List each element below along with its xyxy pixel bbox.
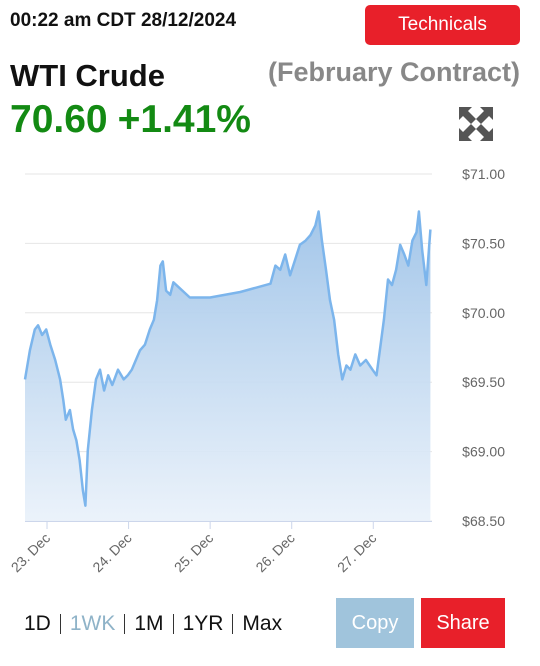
range-selector: 1D 1WK 1M 1YR Max (24, 612, 291, 635)
line (23, 210, 432, 507)
x-tick-label: 27. Dec (334, 530, 379, 575)
copy-button[interactable]: Copy (336, 598, 414, 648)
technicals-button[interactable]: Technicals (365, 5, 520, 45)
range-option[interactable]: 1M (124, 613, 172, 634)
x-tick-label: 24. Dec (89, 530, 134, 575)
share-button[interactable]: Share (421, 598, 505, 648)
price: 70.60 (10, 98, 108, 141)
y-tick-label: $69.50 (462, 374, 505, 390)
range-option[interactable]: 1WK (59, 613, 125, 634)
y-tick-label: $70.00 (462, 305, 505, 321)
chart: $68.50 $69.00 $69.50 $70.00 $70.50 $71.00 23. … (8, 166, 505, 575)
area (25, 211, 431, 521)
instrument-name: WTI Crude (10, 58, 165, 93)
y-tick-label: $69.00 (462, 444, 505, 460)
x-tick-label: 23. Dec (8, 530, 53, 575)
price-line: 70.60 +1.41% (10, 98, 261, 142)
contract-name: (February Contract) (267, 57, 520, 87)
timestamp: 00:22 am CDT 28/12/2024 (10, 10, 237, 31)
x-tick-label: 25. Dec (171, 530, 216, 575)
x-tick-label: 26. Dec (252, 530, 297, 575)
y-tick-label: $68.50 (462, 513, 505, 529)
range-option[interactable]: 1YR (172, 613, 233, 634)
range-option[interactable]: 1D (24, 612, 51, 635)
change: +1.41% (117, 98, 251, 141)
y-tick-label: $70.50 (462, 235, 505, 251)
y-tick-label: $71.00 (462, 166, 505, 182)
expand-icon[interactable] (459, 107, 493, 141)
range-option[interactable]: Max (232, 613, 291, 634)
